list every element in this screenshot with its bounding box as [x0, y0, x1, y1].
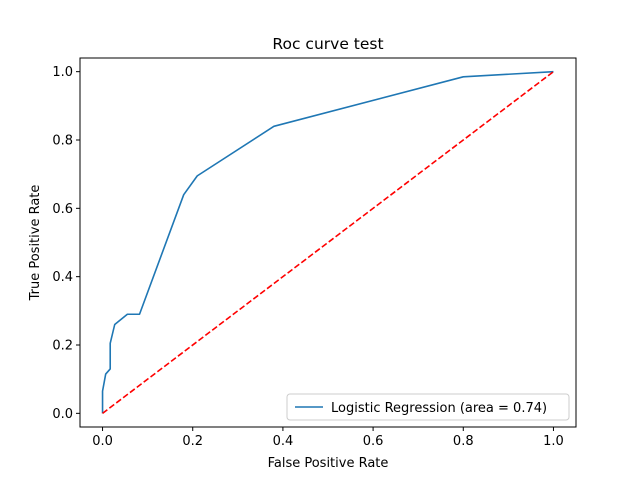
y-tick-label: 0.2: [52, 339, 73, 354]
x-axis-label: False Positive Rate: [268, 456, 389, 471]
axes-frame: [79, 57, 577, 428]
legend: Logistic Regression (area = 0.74): [286, 393, 570, 421]
axis-ticks: 0.0 0.2 0.4 0.6 0.8 1.0 0.0 0.2 0.4 0.6 0.8 1.0: [52, 65, 563, 449]
legend-entry-label: Logistic Regression (area = 0.74): [331, 401, 547, 416]
legend-box: [286, 393, 570, 421]
x-tick-label: 0.2: [182, 434, 203, 449]
x-tick-label: 0.8: [453, 434, 474, 449]
roc-curve-line: [101, 70, 554, 414]
y-tick-label: 1.0: [52, 65, 73, 80]
x-tick-label: 0.0: [92, 434, 113, 449]
x-tick-label: 0.4: [273, 434, 294, 449]
y-tick-label: 0.6: [52, 202, 73, 217]
x-tick-label: 1.0: [543, 434, 564, 449]
chart-title: Roc curve test: [272, 35, 383, 53]
x-tick-label: 0.6: [363, 434, 384, 449]
y-tick-label: 0.8: [52, 134, 73, 149]
y-tick-label: 0.0: [52, 407, 73, 422]
y-axis-label: True Positive Rate: [28, 185, 43, 302]
plot-area: [101, 70, 554, 414]
y-tick-label: 0.4: [52, 270, 73, 285]
